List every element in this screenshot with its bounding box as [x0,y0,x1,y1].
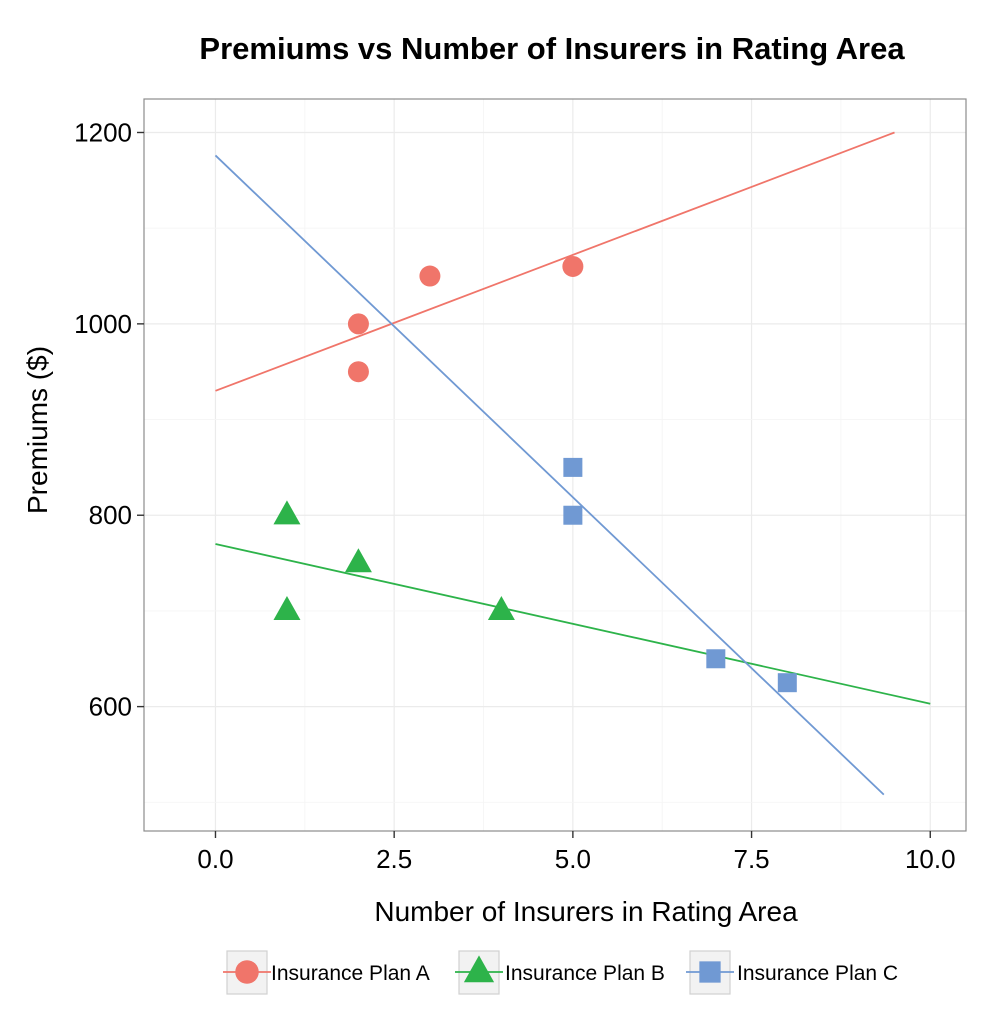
trend-line-plan-a [215,131,895,392]
legend-key-marker-plan-a [235,960,259,984]
plot-panel [143,98,967,832]
trend-lines [214,131,931,796]
trend-line-plan-b [215,543,931,705]
grid [144,99,966,831]
legend-key-marker-plan-c [699,961,721,983]
trend-line-plan-c [214,154,885,796]
legend-label-plan-b: Insurance Plan B [505,962,665,985]
x-axis-label: Number of Insurers in Rating Area [374,896,798,927]
data-point-plan-c [706,649,726,669]
legend-label-plan-c: Insurance Plan C [737,962,898,985]
chart-title: Premiums vs Number of Insurers in Rating… [199,31,905,66]
y-tick-label: 600 [89,692,132,722]
legend-label-plan-a: Insurance Plan A [271,962,430,985]
data-point-plan-b [487,596,515,621]
y-tick-label: 800 [89,500,132,530]
x-tick-label: 10.0 [905,844,956,874]
data-point-plan-c [563,505,583,525]
legend-key-marker-plan-b [463,955,495,983]
data-point-plan-c [777,673,797,693]
x-tick-label: 5.0 [555,844,591,874]
y-axis-label: Premiums ($) [22,346,53,514]
data-point-plan-a [347,361,369,383]
legend: Insurance Plan A Insurance Plan B Insuranc… [223,950,898,995]
x-tick-label: 7.5 [733,844,769,874]
data-point-plan-c [563,457,583,477]
y-tick-label: 1000 [74,309,132,339]
data-points [273,255,797,693]
data-point-plan-a [562,255,584,277]
x-tick-label: 2.5 [376,844,412,874]
data-point-plan-a [347,313,369,335]
x-tick-label: 0.0 [197,844,233,874]
axes: 0.0 2.5 5.0 7.5 10.0 600 800 1000 1200 [74,117,955,874]
data-point-plan-b [344,548,372,573]
data-point-plan-b [273,500,301,525]
y-tick-label: 1200 [74,117,132,147]
data-point-plan-b [273,596,301,621]
data-point-plan-a [419,265,441,287]
